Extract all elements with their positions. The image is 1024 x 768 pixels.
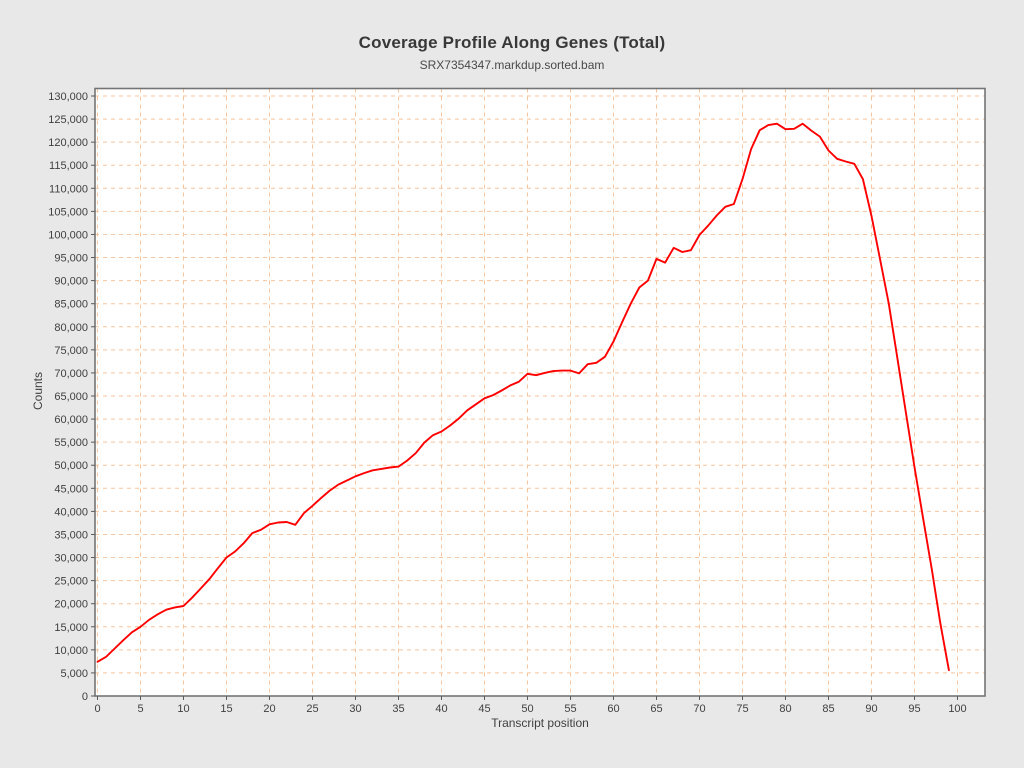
x-tick-label: 5 [137, 703, 143, 715]
y-tick-label: 40,000 [54, 506, 88, 518]
x-tick-label: 10 [177, 703, 189, 715]
coverage-line [96, 122, 950, 672]
y-tick-label: 105,000 [48, 206, 88, 218]
x-tick-label: 90 [865, 703, 877, 715]
y-tick-label: 0 [82, 691, 88, 703]
y-tick-label: 120,000 [48, 137, 88, 149]
y-tick-label: 25,000 [54, 576, 88, 588]
x-tick-label: 45 [478, 703, 490, 715]
x-tick-label: 65 [650, 703, 662, 715]
x-tick-label: 20 [263, 703, 275, 715]
x-tick-label: 85 [822, 703, 834, 715]
plot-area [95, 88, 985, 696]
y-tick-label: 60,000 [54, 414, 88, 426]
y-tick-label: 20,000 [54, 599, 88, 611]
x-axis-label: Transcript position [491, 716, 589, 730]
x-tick-label: 100 [948, 703, 966, 715]
chart-subtitle: SRX7354347.markdup.sorted.bam [419, 58, 605, 72]
x-tick-label: 60 [607, 703, 619, 715]
y-tick-label: 55,000 [54, 437, 88, 449]
y-tick-label: 50,000 [54, 460, 88, 472]
y-tick-label: 125,000 [48, 114, 88, 126]
y-tick-label: 35,000 [54, 529, 88, 541]
y-tick-label: 110,000 [49, 183, 88, 195]
x-tick-label: 0 [94, 703, 100, 715]
y-tick-label: 85,000 [54, 299, 88, 311]
x-tick-label: 50 [521, 703, 533, 715]
x-tick-label: 35 [392, 703, 404, 715]
x-tick-label: 70 [693, 703, 705, 715]
x-tick-label: 95 [908, 703, 920, 715]
y-tick-label: 30,000 [54, 553, 88, 565]
x-tick-label: 25 [306, 703, 318, 715]
y-tick-label: 70,000 [54, 368, 88, 380]
plot-frame [94, 87, 986, 697]
x-tick-label: 75 [736, 703, 748, 715]
x-tick-label: 30 [349, 703, 361, 715]
y-tick-label: 15,000 [54, 622, 88, 634]
y-tick-label: 80,000 [54, 322, 88, 334]
y-tick-label: 100,000 [48, 229, 88, 241]
y-tick-label: 95,000 [54, 253, 88, 265]
x-tick-label: 15 [220, 703, 232, 715]
chart-title: Coverage Profile Along Genes (Total) [358, 33, 666, 52]
y-tick-label: 75,000 [54, 345, 88, 357]
x-tick-label: 80 [779, 703, 791, 715]
x-tick-label: 55 [564, 703, 576, 715]
y-axis-label: Counts [31, 371, 45, 411]
y-tick-label: 5,000 [60, 668, 88, 680]
y-tick-label: 65,000 [54, 391, 88, 403]
x-tick-label: 40 [435, 703, 447, 715]
y-tick-label: 115,000 [49, 160, 88, 172]
y-tick-label: 10,000 [54, 645, 88, 657]
y-tick-label: 45,000 [54, 483, 88, 495]
y-tick-label: 90,000 [54, 276, 88, 288]
y-tick-label: 130,000 [48, 91, 88, 103]
